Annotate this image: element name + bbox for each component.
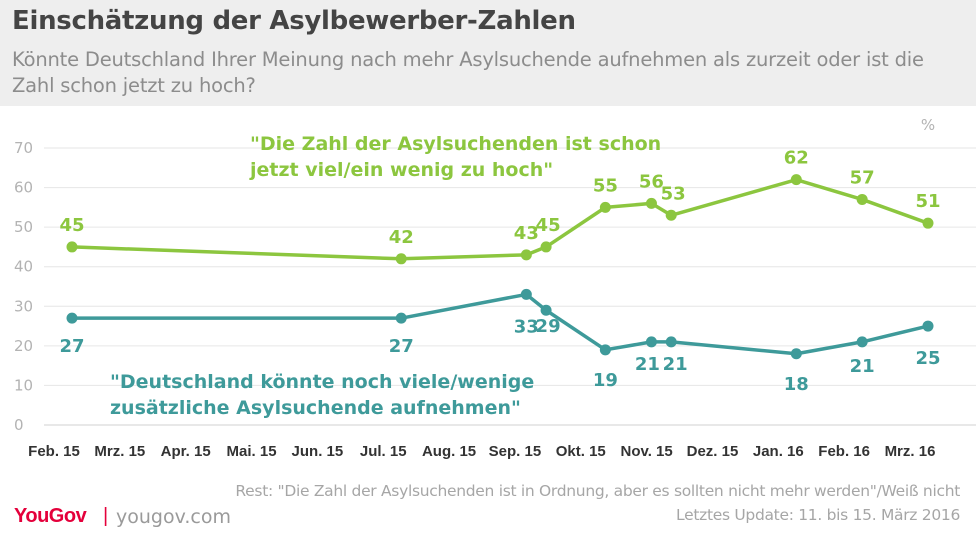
data-point (540, 304, 552, 316)
data-point (645, 336, 657, 348)
x-tick-label: Feb. 15 (28, 443, 80, 460)
data-label: 43 (514, 223, 539, 244)
series-annotation: zusätzliche Asylsuchende aufnehmen" (110, 397, 521, 419)
data-label: 55 (593, 175, 618, 196)
series-annotation: jetzt viel/ein wenig zu hoch" (249, 159, 553, 181)
x-tick-label: Sep. 15 (489, 443, 542, 460)
logo-separator: | (103, 505, 109, 527)
data-point (856, 336, 868, 348)
data-label: 21 (663, 354, 688, 375)
data-point (395, 312, 407, 324)
data-label: 21 (850, 356, 875, 377)
data-label: 27 (389, 336, 414, 357)
data-point (599, 344, 611, 356)
y-tick-label: 10 (14, 376, 33, 394)
x-tick-label: Jan. 16 (753, 443, 804, 460)
data-label: 53 (661, 183, 686, 204)
data-point (66, 312, 78, 324)
data-point (856, 193, 868, 205)
data-label: 33 (514, 316, 539, 337)
data-point (790, 174, 802, 186)
data-point (665, 336, 677, 348)
data-point (520, 288, 532, 300)
x-tick-label: Aug. 15 (422, 443, 476, 460)
last-update: Letztes Update: 11. bis 15. März 2016 (676, 506, 960, 524)
data-label: 18 (784, 374, 809, 395)
data-label: 29 (536, 316, 561, 337)
series-line-1 (71, 177, 929, 261)
data-point (922, 320, 934, 332)
series-annotation: "Die Zahl der Asylsuchenden ist schon (250, 133, 661, 155)
data-point (790, 348, 802, 360)
y-tick-label: 30 (14, 297, 33, 315)
data-point (395, 253, 407, 265)
chart-title: Einschätzung der Asylbewerber-Zahlen (12, 6, 576, 36)
data-label: 51 (915, 191, 940, 212)
data-label: 42 (389, 227, 414, 248)
x-tick-label: Nov. 15 (620, 443, 672, 460)
x-tick-label: Mai. 15 (227, 443, 277, 460)
data-label: 62 (784, 148, 809, 169)
unit-label: % (921, 116, 935, 134)
website-link[interactable]: yougov.com (116, 506, 231, 528)
x-tick-label: Mrz. 15 (94, 443, 145, 460)
x-tick-label: Dez. 15 (687, 443, 739, 460)
data-point (665, 209, 677, 221)
y-tick-label: 50 (14, 218, 33, 236)
data-label: 45 (59, 215, 84, 236)
x-tick-label: Feb. 16 (818, 443, 870, 460)
data-label: 57 (850, 167, 875, 188)
data-point (520, 249, 532, 261)
x-tick-label: Jun. 15 (292, 443, 344, 460)
y-tick-label: 0 (14, 416, 24, 434)
x-tick-label: Okt. 15 (556, 443, 606, 460)
data-point (540, 241, 552, 253)
header-banner: Einschätzung der Asylbewerber-Zahlen Kön… (0, 0, 976, 106)
y-tick-label: 60 (14, 179, 33, 197)
x-tick-label: Jul. 15 (360, 443, 407, 460)
data-point (66, 241, 78, 253)
data-label: 45 (536, 215, 561, 236)
series-annotation: "Deutschland könnte noch viele/wenige (110, 371, 534, 393)
footnote-rest: Rest: "Die Zahl der Asylsuchenden ist in… (235, 482, 960, 500)
data-label: 25 (915, 348, 940, 369)
y-tick-label: 20 (14, 337, 33, 355)
y-tick-label: 40 (14, 258, 33, 276)
data-label: 27 (59, 336, 84, 357)
data-label: 21 (635, 354, 660, 375)
data-point (599, 201, 611, 213)
yougov-logo: YouGov (14, 505, 87, 527)
x-tick-label: Apr. 15 (161, 443, 211, 460)
line-chart: 0 10 20 30 40 50 60 70% Feb. 15 Mrz. 15 Apr. 15 Mai… (14, 116, 976, 460)
y-tick-label: 70 (14, 139, 33, 157)
x-tick-label: Mrz. 16 (885, 443, 936, 460)
data-point (645, 197, 657, 209)
data-point (922, 217, 934, 229)
chart-subtitle: Könnte Deutschland Ihrer Meinung nach me… (12, 48, 924, 97)
data-label: 56 (639, 171, 664, 192)
data-label: 19 (593, 370, 618, 391)
series-line-2 (72, 292, 929, 356)
